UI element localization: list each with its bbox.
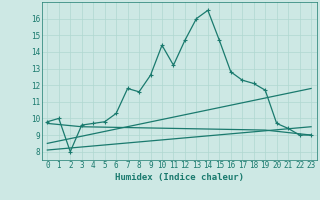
X-axis label: Humidex (Indice chaleur): Humidex (Indice chaleur) <box>115 173 244 182</box>
